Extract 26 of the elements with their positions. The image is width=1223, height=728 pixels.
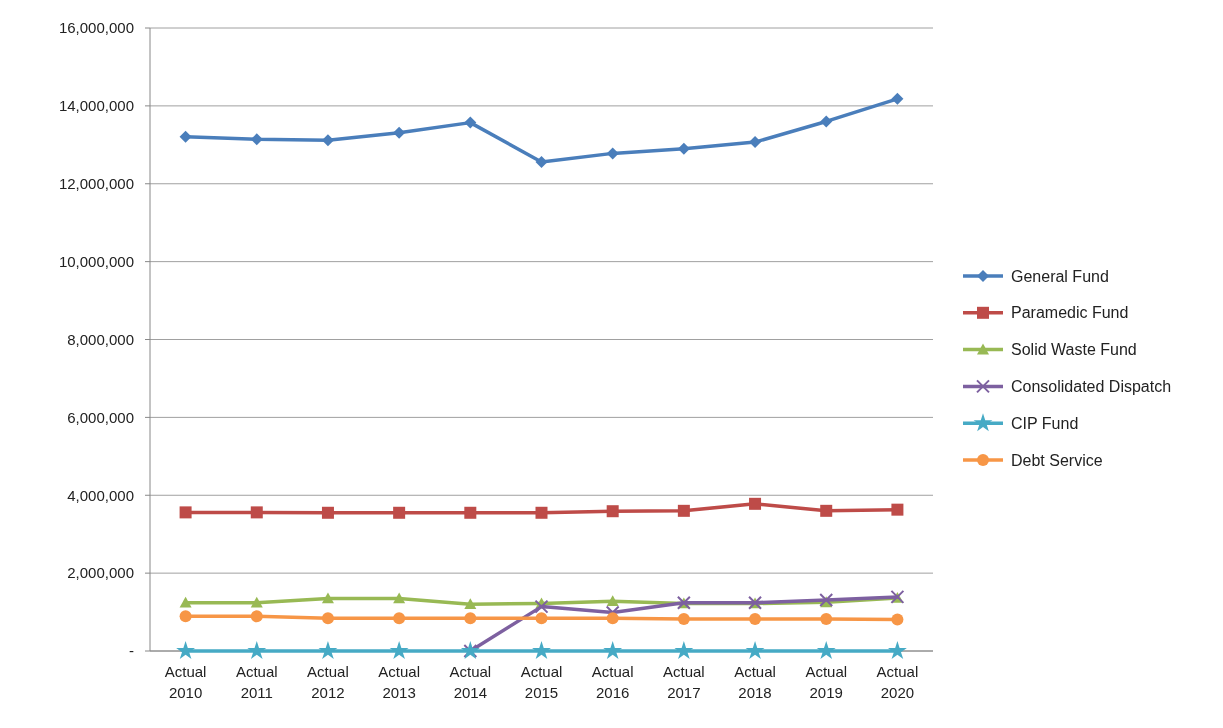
x-tick-label: Actual 2012	[307, 663, 349, 701]
x-tick-label: Actual 2020	[876, 663, 919, 701]
x-tick-label: Actual 2010	[164, 663, 207, 701]
x-tick-label: Actual 2011	[235, 663, 278, 701]
y-tick-label: 6,000,000	[67, 408, 134, 426]
y-tick-label: -	[129, 642, 134, 660]
y-tick-label: 4,000,000	[67, 486, 134, 504]
legend-label: Consolidated Dispatch	[1011, 378, 1172, 395]
x-tick-label: Actual 2013	[378, 663, 420, 701]
legend-label: General Fund	[1011, 267, 1109, 285]
y-tick-label: 2,000,000	[67, 564, 134, 582]
x-tick-label: Actual 2019	[805, 663, 848, 701]
legend-label: Solid Waste Fund	[1011, 341, 1137, 359]
legend-label: CIP Fund	[1011, 414, 1079, 432]
x-tick-label: Actual 2014	[449, 663, 492, 701]
y-tick-label: 14,000,000	[58, 97, 134, 115]
y-tick-label: 12,000,000	[58, 175, 134, 192]
x-tick-label: Actual 2018	[734, 663, 776, 701]
x-tick-label: Actual 2015	[520, 663, 563, 701]
x-tick-label: Actual 2016	[591, 663, 634, 701]
legend-label: Paramedic Fund	[1011, 304, 1129, 322]
y-tick-label: 10,000,000	[58, 252, 134, 270]
legend-label: Debt Service	[1011, 451, 1103, 469]
y-tick-label: 8,000,000	[67, 330, 134, 348]
y-tick-label: 16,000,000	[58, 19, 134, 37]
x-tick-label: Actual 2017	[663, 663, 705, 701]
